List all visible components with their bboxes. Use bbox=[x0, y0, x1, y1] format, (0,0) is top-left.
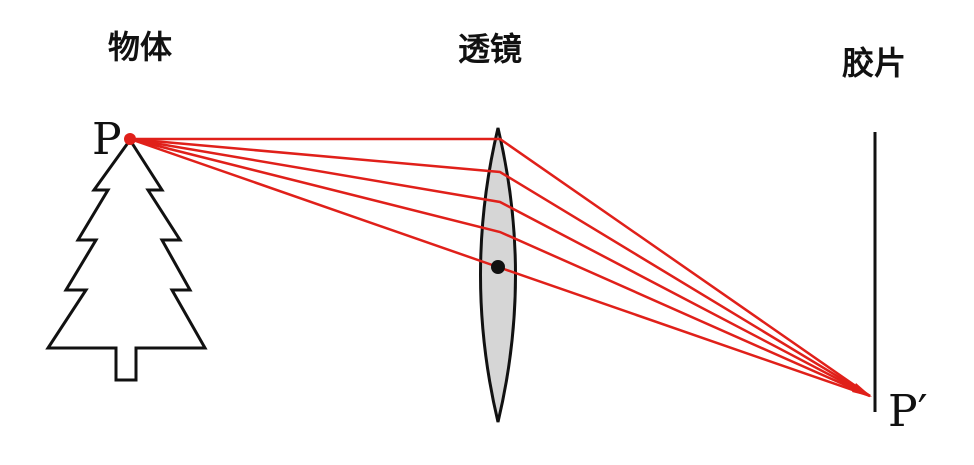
object-point-label: P bbox=[92, 114, 122, 165]
ray-arrowhead bbox=[852, 383, 872, 397]
ray-4 bbox=[129, 137, 871, 398]
object-title: 物体 bbox=[108, 28, 172, 66]
ray-3 bbox=[129, 137, 871, 398]
ray-2 bbox=[129, 137, 871, 398]
object-point-dot bbox=[124, 133, 136, 145]
image-point-label: P′ bbox=[888, 386, 928, 437]
tree-object bbox=[45, 137, 208, 382]
lens-title: 透镜 bbox=[458, 30, 522, 68]
ray-1 bbox=[130, 137, 871, 398]
film-title: 胶片 bbox=[842, 44, 906, 82]
lens-center-dot bbox=[491, 260, 505, 274]
convex-lens bbox=[479, 127, 517, 423]
light-rays bbox=[129, 137, 871, 398]
